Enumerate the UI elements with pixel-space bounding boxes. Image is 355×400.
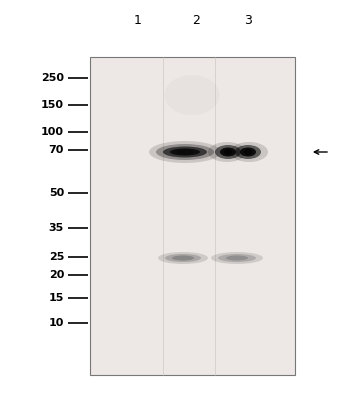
Text: 35: 35 xyxy=(49,223,64,233)
Text: 10: 10 xyxy=(49,318,64,328)
Ellipse shape xyxy=(165,254,201,262)
Ellipse shape xyxy=(211,252,263,264)
Ellipse shape xyxy=(230,142,268,162)
Text: 3: 3 xyxy=(244,14,252,26)
Ellipse shape xyxy=(149,141,221,163)
Text: 15: 15 xyxy=(49,293,64,303)
Ellipse shape xyxy=(176,150,194,154)
Text: 70: 70 xyxy=(49,145,64,155)
Ellipse shape xyxy=(235,145,261,159)
Ellipse shape xyxy=(224,149,232,155)
Text: 20: 20 xyxy=(49,270,64,280)
Ellipse shape xyxy=(215,145,241,159)
Ellipse shape xyxy=(226,256,248,260)
Text: 150: 150 xyxy=(41,100,64,110)
Ellipse shape xyxy=(156,144,214,160)
Text: 2: 2 xyxy=(192,14,200,26)
Ellipse shape xyxy=(164,75,219,115)
Text: 25: 25 xyxy=(49,252,64,262)
Ellipse shape xyxy=(218,254,256,262)
Ellipse shape xyxy=(158,252,208,264)
Ellipse shape xyxy=(244,149,252,155)
Ellipse shape xyxy=(170,148,200,156)
Ellipse shape xyxy=(208,142,246,162)
Ellipse shape xyxy=(172,256,194,260)
Ellipse shape xyxy=(163,146,207,158)
Text: 50: 50 xyxy=(49,188,64,198)
Ellipse shape xyxy=(240,148,256,156)
Ellipse shape xyxy=(220,148,236,156)
Text: 1: 1 xyxy=(134,14,142,26)
Text: 250: 250 xyxy=(41,73,64,83)
Bar xyxy=(90,57,295,375)
Text: 100: 100 xyxy=(41,127,64,137)
